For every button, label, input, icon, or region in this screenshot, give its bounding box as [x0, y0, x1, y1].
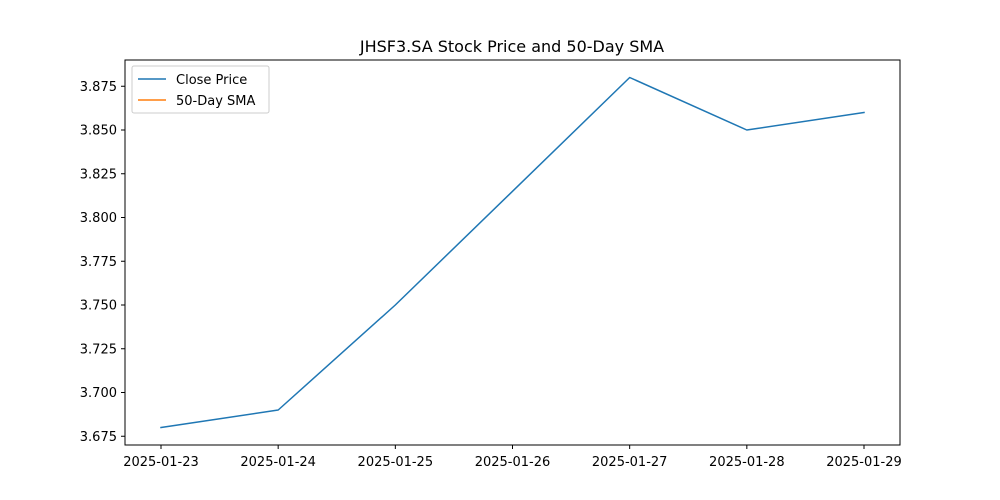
x-tick-label: 2025-01-23 [123, 455, 199, 470]
series-line-close-price [160, 76, 865, 429]
y-tick-label: 3.725 [80, 342, 117, 357]
y-tick-label: 3.700 [80, 386, 117, 401]
x-tick-label: 2025-01-27 [592, 455, 668, 470]
chart-title: JHSF3.SA Stock Price and 50-Day SMA [359, 37, 664, 56]
y-tick-label: 3.775 [80, 255, 117, 270]
legend-label-close-price: Close Price [176, 73, 247, 88]
y-tick-label: 3.675 [80, 430, 117, 445]
legend-box [131, 65, 270, 114]
plot-area-frame [124, 59, 901, 446]
x-tick-label: 2025-01-25 [358, 455, 434, 470]
x-tick-label: 2025-01-28 [709, 455, 785, 470]
y-tick-label: 3.750 [80, 299, 117, 314]
legend-label-50-day-sma: 50-Day SMA [176, 94, 256, 109]
series-layer [160, 76, 865, 429]
y-tick-label: 3.800 [80, 211, 117, 226]
x-tick-label: 2025-01-26 [475, 455, 551, 470]
x-tick-label: 2025-01-24 [240, 455, 316, 470]
y-tick-label: 3.850 [80, 124, 117, 139]
y-tick-label: 3.875 [80, 80, 117, 95]
legend: Close Price 50-Day SMA [131, 65, 270, 114]
x-tick-label: 2025-01-29 [826, 455, 902, 470]
axes: 2025-01-23 2025-01-24 2025-01-25 2025-01-26… [80, 59, 902, 470]
y-tick-label: 3.825 [80, 167, 117, 182]
